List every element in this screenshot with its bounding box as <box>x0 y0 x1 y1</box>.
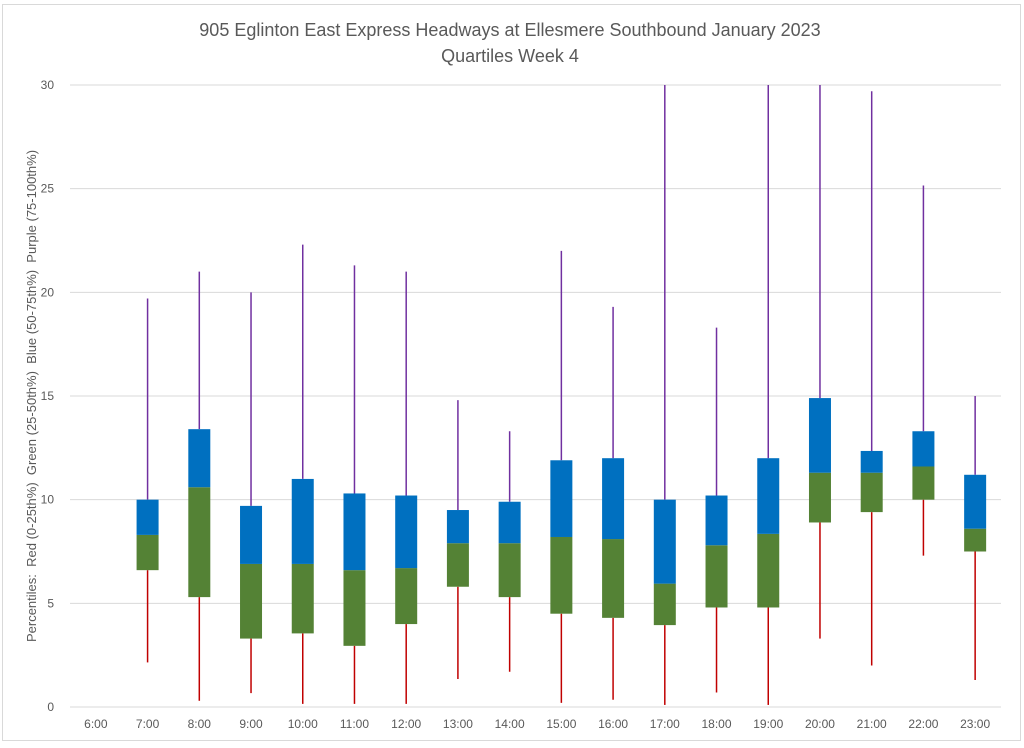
upper-box-blue <box>240 505 263 564</box>
box-group <box>964 396 987 681</box>
x-axis-ticks: 6:00 7:00 8:00 9:00 10:00 11:00 12:00 13:00 14:0… <box>84 717 990 731</box>
lower-box-green <box>188 487 211 598</box>
y-axis-ticks: 0 5 10 15 20 25 30 <box>41 78 55 714</box>
lower-box-green <box>550 536 573 614</box>
upper-box-blue <box>602 458 625 540</box>
x-tick-label: 21:00 <box>857 717 887 731</box>
x-tick-label: 20:00 <box>805 717 835 731</box>
box-group <box>808 85 831 639</box>
lower-box-green <box>912 466 935 500</box>
lower-box-green <box>808 472 831 523</box>
box-group <box>653 85 676 705</box>
x-tick-label: 7:00 <box>136 717 160 731</box>
box-group <box>705 327 728 693</box>
y-tick-label: 20 <box>41 285 55 299</box>
x-tick-label: 6:00 <box>84 717 108 731</box>
box-group <box>912 185 935 556</box>
upper-box-blue <box>188 429 211 488</box>
x-tick-label: 18:00 <box>702 717 732 731</box>
chart-subtitle: Quartiles Week 4 <box>441 46 579 66</box>
x-tick-label: 14:00 <box>495 717 525 731</box>
box-group <box>240 292 263 694</box>
x-tick-label: 10:00 <box>288 717 318 731</box>
box-group <box>498 431 521 672</box>
x-tick-label: 13:00 <box>443 717 473 731</box>
upper-box-blue <box>136 499 159 535</box>
upper-box-blue <box>446 510 469 544</box>
box-group <box>757 85 780 705</box>
box-group <box>188 271 211 701</box>
gridlines <box>70 84 1001 708</box>
upper-box-blue <box>912 431 935 467</box>
x-tick-label: 19:00 <box>753 717 783 731</box>
y-tick-label: 5 <box>47 596 54 610</box>
upper-box-blue <box>860 450 883 473</box>
lower-box-green <box>395 568 418 625</box>
x-tick-label: 17:00 <box>650 717 680 731</box>
x-tick-label: 15:00 <box>546 717 576 731</box>
upper-box-blue <box>653 499 676 584</box>
y-axis-title: Percentiles: Red (0-25th%) Green (25-50t… <box>24 150 39 642</box>
box-group <box>291 244 314 704</box>
lower-box-green <box>498 543 521 598</box>
box-marks <box>136 85 987 705</box>
upper-box-blue <box>550 460 573 537</box>
x-tick-label: 12:00 <box>391 717 421 731</box>
upper-box-blue <box>343 493 366 571</box>
y-tick-label: 15 <box>41 389 55 403</box>
lower-box-green <box>653 583 676 626</box>
x-tick-label: 23:00 <box>960 717 990 731</box>
box-group <box>395 271 418 704</box>
lower-box-green <box>860 472 883 513</box>
upper-box-blue <box>757 458 780 534</box>
upper-box-blue <box>964 474 987 529</box>
y-tick-label: 30 <box>41 78 55 92</box>
x-tick-label: 9:00 <box>239 717 263 731</box>
lower-box-green <box>136 534 159 571</box>
chart-frame <box>2 4 1021 741</box>
lower-box-green <box>291 563 314 634</box>
lower-box-green <box>705 545 728 608</box>
x-tick-label: 8:00 <box>188 717 212 731</box>
y-tick-label: 0 <box>47 700 54 714</box>
lower-box-green <box>964 528 987 552</box>
upper-box-blue <box>705 495 728 546</box>
box-group <box>446 400 469 680</box>
x-tick-label: 16:00 <box>598 717 628 731</box>
lower-box-green <box>343 570 366 646</box>
box-group <box>860 91 883 666</box>
y-tick-label: 10 <box>41 493 55 507</box>
upper-box-blue <box>808 398 831 473</box>
box-group <box>602 306 625 700</box>
lower-box-green <box>446 543 469 587</box>
x-tick-label: 11:00 <box>340 717 369 731</box>
x-tick-label: 22:00 <box>908 717 938 731</box>
lower-box-green <box>240 563 263 639</box>
lower-box-green <box>602 539 625 618</box>
lower-box-green <box>757 533 780 608</box>
box-group <box>550 250 573 703</box>
box-group <box>136 298 159 663</box>
upper-box-blue <box>395 495 418 569</box>
upper-box-blue <box>291 478 314 564</box>
upper-box-blue <box>498 501 521 544</box>
chart-title: 905 Eglinton East Express Headways at El… <box>199 20 820 40</box>
y-tick-label: 25 <box>41 182 55 196</box>
box-group <box>343 265 366 704</box>
